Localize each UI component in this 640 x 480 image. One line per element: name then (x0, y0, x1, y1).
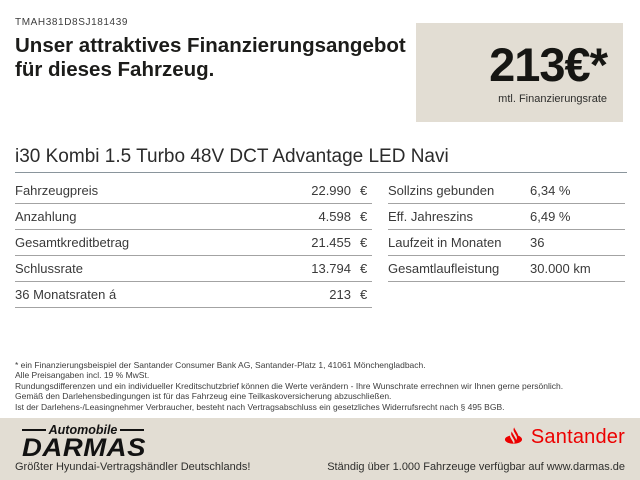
row-unit: € (360, 183, 368, 198)
finance-table-left: Fahrzeugpreis 22.990 € Anzahlung 4.598 €… (15, 178, 372, 308)
table-row: Laufzeit in Monaten 36 (388, 230, 625, 256)
santander-logo-text: Santander (530, 426, 625, 448)
table-row: Fahrzeugpreis 22.990 € (15, 178, 372, 204)
footnote-line: Alle Preisangaben incl. 19 % MwSt. (15, 370, 150, 381)
footnote-line: Rundungsdifferenzen und ein individuelle… (15, 380, 564, 391)
availability-text: Ständig über 1.000 Fahrzeuge verfügbar a… (327, 461, 625, 473)
darmas-logo-name: DARMAS (22, 434, 146, 462)
row-label: Eff. Jahreszins (388, 209, 474, 224)
darmas-logo: Automobile DARMAS (22, 423, 145, 461)
vehicle-title: i30 Kombi 1.5 Turbo 48V DCT Advantage LE… (15, 146, 627, 173)
row-label: Schlussrate (15, 261, 83, 276)
row-value: 21.455 (311, 235, 351, 250)
table-row: Schlussrate 13.794 € (15, 256, 372, 282)
table-row: 36 Monatsraten á 213 € (15, 282, 372, 308)
headline-line1: Unser attraktives Finanzierungsangebot (15, 34, 406, 57)
footnote-line: Ist der Darlehens-/Leasingnehmer Verbrau… (15, 401, 505, 412)
santander-flame-icon (501, 427, 526, 448)
santander-logo: Santander (501, 426, 625, 449)
row-value: 13.794 (311, 261, 351, 276)
monthly-rate-caption: mtl. Finanzierungsrate (498, 92, 607, 105)
row-label: Sollzins gebunden (388, 183, 495, 198)
row-label: Gesamtkreditbetrag (15, 235, 130, 250)
row-value: 4.598 (318, 209, 351, 224)
footnote-line: * ein Finanzierungsbeispiel der Santande… (15, 360, 426, 370)
row-label: Gesamtlaufleistung (388, 261, 500, 276)
table-row: Sollzins gebunden 6,34 % (388, 178, 625, 204)
darmas-logo-automobile: Automobile (48, 423, 118, 437)
monthly-rate-amount: 213€* (489, 37, 608, 91)
table-row: Eff. Jahreszins 6,49 % (388, 204, 625, 230)
row-value: 22.990 (311, 183, 351, 198)
row-label: Laufzeit in Monaten (388, 235, 502, 250)
row-value: 30.000 km (530, 261, 591, 276)
row-label: Anzahlung (15, 209, 77, 224)
row-value: 213 (329, 287, 351, 302)
finance-table-right: Sollzins gebunden 6,34 % Eff. Jahreszins… (388, 178, 625, 282)
logo-rule-right (120, 429, 144, 431)
dealer-claim: Größter Hyundai-Vertragshändler Deutschl… (15, 461, 251, 473)
row-unit: € (360, 287, 368, 302)
page-title: Unser attraktives Finanzierungsangebot f… (15, 34, 406, 82)
table-row: Gesamtkreditbetrag 21.455 € (15, 230, 372, 256)
row-unit: € (360, 261, 368, 276)
logo-rule-left (22, 429, 46, 431)
monthly-rate-box: 213€* mtl. Finanzierungsrate (416, 23, 623, 122)
row-value: 6,49 % (530, 209, 571, 224)
row-label: Fahrzeugpreis (15, 183, 99, 198)
row-value: 36 (530, 235, 545, 250)
footer-bar: Automobile DARMAS Größter Hyundai-Vertra… (0, 418, 640, 480)
row-value: 6,34 % (530, 183, 571, 198)
table-row: Anzahlung 4.598 € (15, 204, 372, 230)
legal-footnotes: * ein Finanzierungsbeispiel der Santande… (15, 360, 563, 412)
footnote-line: Gemäß den Darlehensbedingungen ist für d… (15, 391, 392, 402)
row-unit: € (360, 209, 368, 224)
row-unit: € (360, 235, 368, 250)
table-row: Gesamtlaufleistung 30.000 km (388, 256, 625, 282)
darmas-logo-top: Automobile (22, 423, 144, 437)
headline-line2: für dieses Fahrzeug. (15, 58, 215, 81)
row-label: 36 Monatsraten á (15, 287, 117, 302)
vin-number: TMAH381D8SJ181439 (15, 17, 129, 28)
